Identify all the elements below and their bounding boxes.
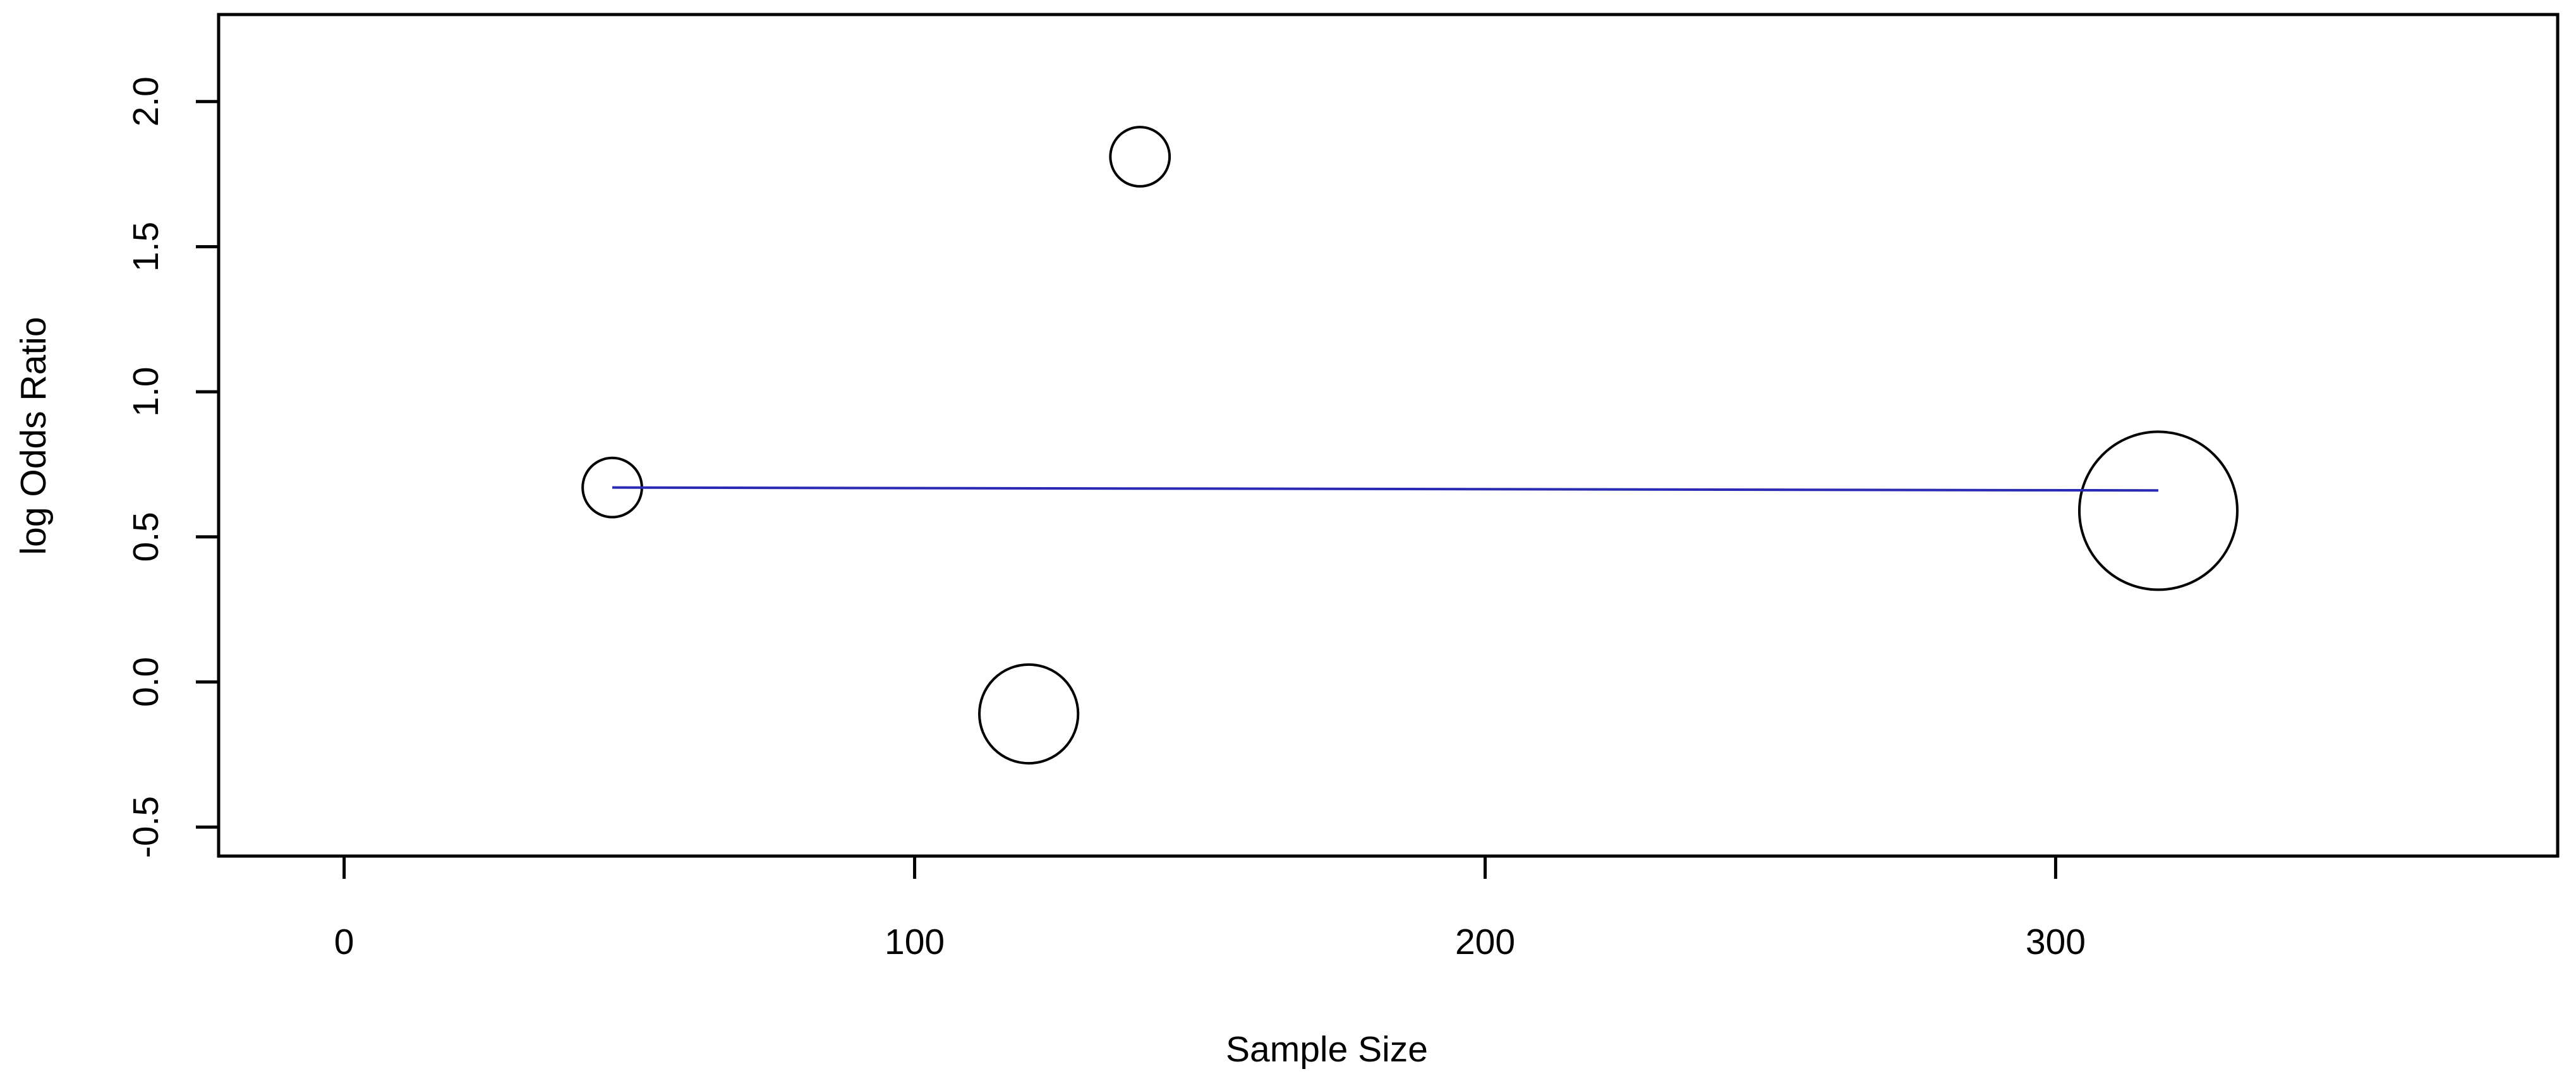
y-tick-label: 1.5 xyxy=(126,222,166,272)
y-tick-label: 2.0 xyxy=(126,76,166,126)
x-axis-label: Sample Size xyxy=(1226,1029,1428,1070)
y-axis-label: log Odds Ratio xyxy=(13,317,54,555)
point xyxy=(2077,430,2239,591)
x-tick-label: 100 xyxy=(885,922,945,962)
y-tick-label: -0.5 xyxy=(126,796,166,858)
x-tick-label: 200 xyxy=(1455,922,1515,962)
point xyxy=(1109,126,1171,188)
plot-box xyxy=(217,13,2560,858)
x-tick-label: 0 xyxy=(334,922,354,962)
fit-line xyxy=(612,486,2158,492)
y-tick-label: 0.0 xyxy=(126,657,166,707)
point xyxy=(978,663,1080,765)
y-tick-label: 0.5 xyxy=(126,512,166,562)
x-tick-label: 300 xyxy=(2026,922,2086,962)
y-tick-label: 1.0 xyxy=(126,366,166,416)
